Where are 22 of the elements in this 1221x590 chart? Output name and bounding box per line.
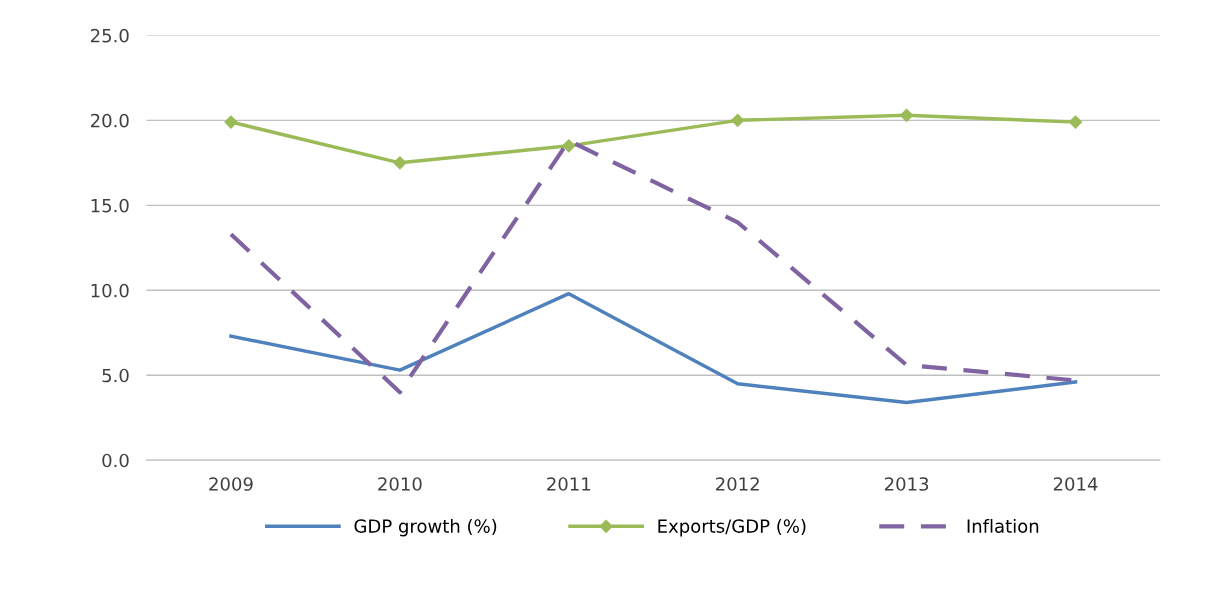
point xyxy=(900,108,914,122)
y-tick-label: 0.0 xyxy=(102,453,129,468)
point xyxy=(562,139,576,153)
y-tick-label: 25.0 xyxy=(90,28,129,43)
y-tick-label: 15.0 xyxy=(91,198,129,213)
x-tick-label: 2013 xyxy=(884,477,929,491)
point xyxy=(1068,115,1083,129)
point xyxy=(224,115,238,129)
legend-label: Inflation xyxy=(967,518,1039,533)
point xyxy=(393,156,407,170)
x-tick-label: 2010 xyxy=(378,477,422,491)
point xyxy=(731,113,745,127)
y-tick-label: 20.0 xyxy=(90,113,129,128)
y-tick-label: 5.0 xyxy=(102,368,129,383)
x-tick-label: 2009 xyxy=(209,477,253,491)
legend-label: Exports/GDP (%) xyxy=(658,518,806,537)
legend-label: GDP growth (%) xyxy=(354,518,497,537)
x-tick-label: 2014 xyxy=(1053,477,1098,491)
x-tick-label: 2012 xyxy=(716,477,759,491)
x-tick-label: 2011 xyxy=(547,477,591,491)
line-series xyxy=(229,291,1078,405)
y-tick-label: 10.0 xyxy=(91,283,129,298)
